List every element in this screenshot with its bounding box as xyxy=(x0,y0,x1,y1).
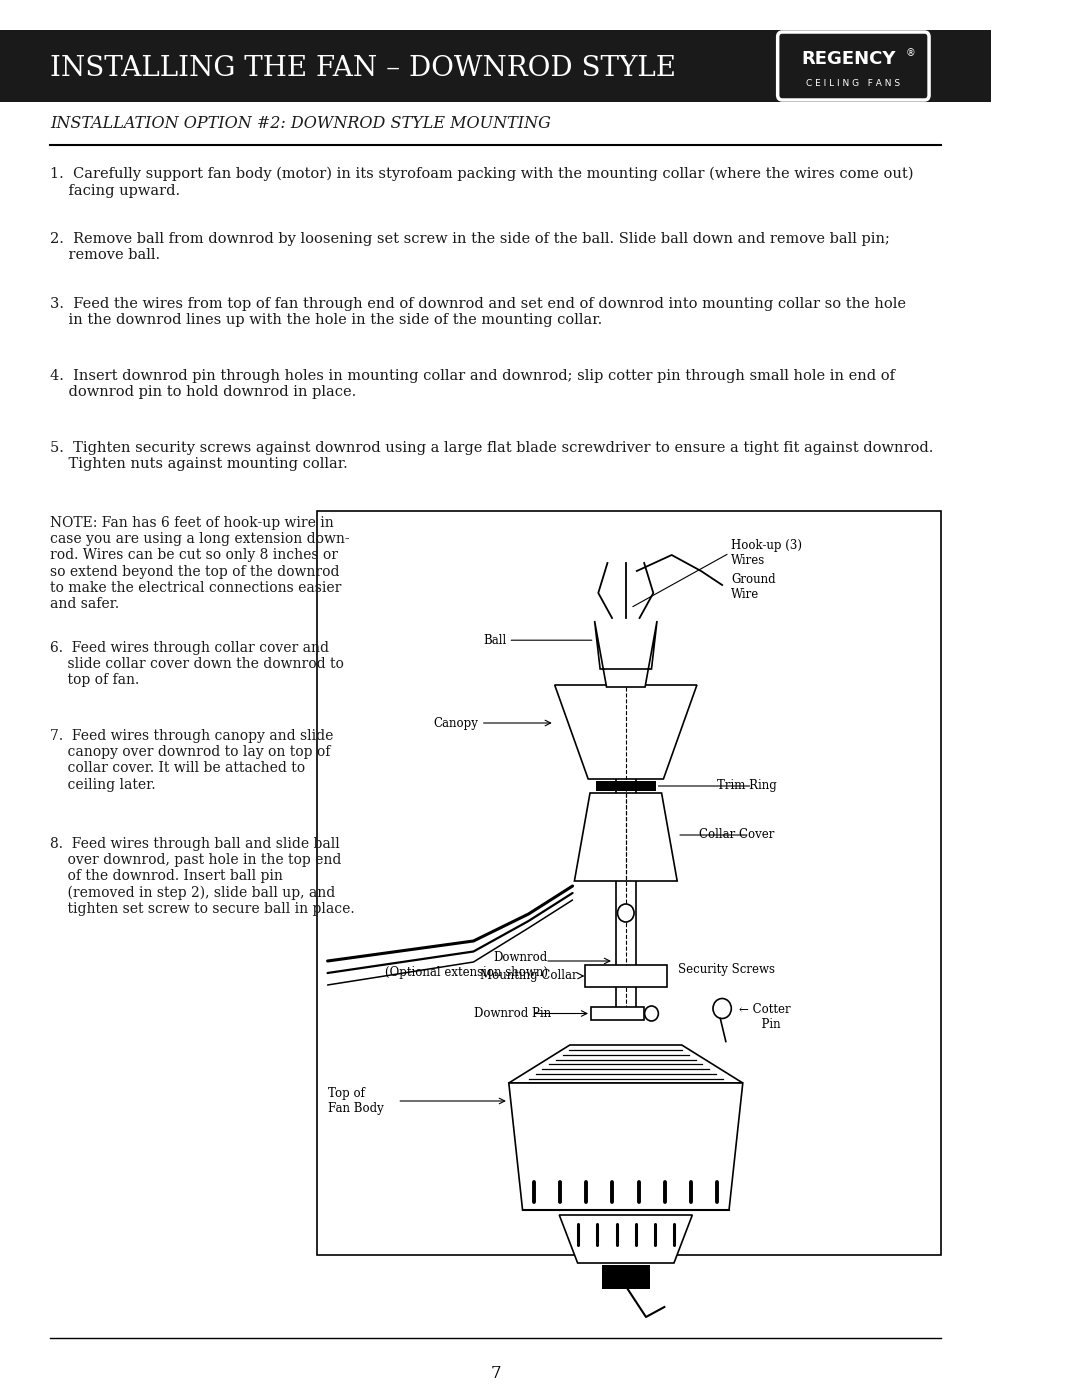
Text: 7.  Feed wires through canopy and slide
    canopy over downrod to lay on top of: 7. Feed wires through canopy and slide c… xyxy=(51,729,334,792)
Polygon shape xyxy=(559,1215,692,1263)
Text: Downrod
(Optional extension shown): Downrod (Optional extension shown) xyxy=(384,951,548,979)
Bar xyxy=(602,1266,650,1289)
Text: ← Cotter
      Pin: ← Cotter Pin xyxy=(739,1003,791,1031)
Bar xyxy=(584,965,667,988)
Text: 3.  Feed the wires from top of fan through end of downrod and set end of downrod: 3. Feed the wires from top of fan throug… xyxy=(51,298,906,327)
Text: Hook-up (3)
Wires: Hook-up (3) Wires xyxy=(731,539,802,567)
Polygon shape xyxy=(575,793,677,882)
Text: REGENCY: REGENCY xyxy=(801,50,896,68)
Text: Downrod Pin: Downrod Pin xyxy=(474,1007,552,1020)
Text: Trim Ring: Trim Ring xyxy=(717,780,778,792)
Text: 8.  Feed wires through ball and slide ball
    over downrod, past hole in the to: 8. Feed wires through ball and slide bal… xyxy=(51,837,355,916)
Text: Collar Cover: Collar Cover xyxy=(699,828,774,841)
Polygon shape xyxy=(509,1083,743,1210)
Text: 5.  Tighten security screws against downrod using a large flat blade screwdriver: 5. Tighten security screws against downr… xyxy=(51,441,934,471)
Text: NOTE: Fan has 6 feet of hook-up wire in
case you are using a long extension down: NOTE: Fan has 6 feet of hook-up wire in … xyxy=(51,515,350,610)
Bar xyxy=(0,29,991,102)
Text: 2.  Remove ball from downrod by loosening set screw in the side of the ball. Sli: 2. Remove ball from downrod by loosening… xyxy=(51,232,890,263)
Bar xyxy=(316,511,941,1255)
Text: 1.  Carefully support fan body (motor) in its styrofoam packing with the mountin: 1. Carefully support fan body (motor) in… xyxy=(51,168,914,197)
Text: 6.  Feed wires through collar cover and
    slide collar cover down the downrod : 6. Feed wires through collar cover and s… xyxy=(51,641,345,687)
Text: ®: ® xyxy=(905,47,915,59)
Polygon shape xyxy=(509,1045,743,1083)
Text: INSTALLATION OPTION #2: DOWNROD STYLE MOUNTING: INSTALLATION OPTION #2: DOWNROD STYLE MO… xyxy=(51,115,552,131)
Bar xyxy=(616,687,636,1016)
Bar xyxy=(591,1007,644,1020)
Text: 4.  Insert downrod pin through holes in mounting collar and downrod; slip cotter: 4. Insert downrod pin through holes in m… xyxy=(51,369,895,400)
Text: C E I L I N G   F A N S: C E I L I N G F A N S xyxy=(807,78,901,88)
FancyBboxPatch shape xyxy=(778,32,929,101)
Polygon shape xyxy=(555,685,697,780)
Circle shape xyxy=(645,1006,659,1021)
Text: Mounting Collar: Mounting Collar xyxy=(480,970,577,982)
Text: INSTALLING THE FAN – DOWNROD STYLE: INSTALLING THE FAN – DOWNROD STYLE xyxy=(51,54,676,81)
Text: Canopy: Canopy xyxy=(433,717,478,729)
Text: Top of
Fan Body: Top of Fan Body xyxy=(327,1087,383,1115)
Text: Ball: Ball xyxy=(484,634,507,647)
Text: 7: 7 xyxy=(490,1365,501,1382)
Text: Ground
Wire: Ground Wire xyxy=(731,573,775,601)
Circle shape xyxy=(713,999,731,1018)
Text: Security Screws: Security Screws xyxy=(678,963,775,977)
Circle shape xyxy=(618,904,634,922)
Bar xyxy=(596,781,656,791)
Polygon shape xyxy=(595,622,657,687)
